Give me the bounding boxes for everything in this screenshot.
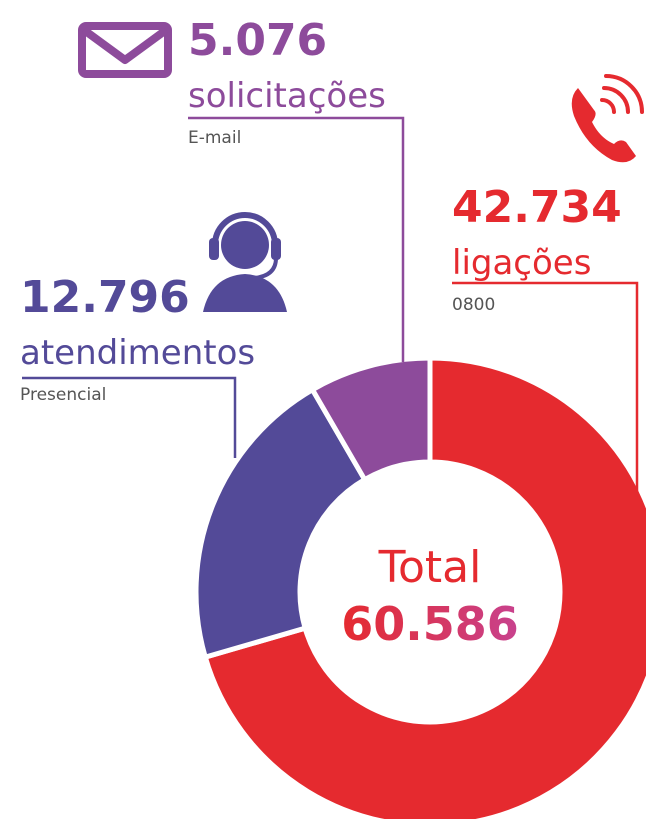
- unit-label: atendimentos: [20, 333, 255, 373]
- unit-label: solicitações: [188, 76, 386, 116]
- total-value: 60.586: [341, 597, 519, 651]
- donut-segment: [202, 355, 646, 819]
- email-icon: [78, 22, 172, 78]
- category-label: E-mail: [188, 128, 241, 148]
- headset-icon: [203, 212, 287, 312]
- value-label: 12.796: [20, 272, 190, 323]
- value-label: 5.076: [188, 15, 327, 66]
- leader-line: [188, 116, 405, 362]
- donut-segment: [309, 355, 433, 484]
- leader-line: [22, 376, 237, 458]
- leader-line: [452, 281, 639, 492]
- value-label: 42.734: [452, 182, 622, 233]
- donut-segment: [193, 386, 369, 661]
- total-label: Total: [378, 542, 482, 593]
- phone-icon: [571, 74, 644, 163]
- category-label: 0800: [452, 295, 495, 315]
- unit-label: ligações: [452, 243, 591, 283]
- category-label: Presencial: [20, 385, 106, 405]
